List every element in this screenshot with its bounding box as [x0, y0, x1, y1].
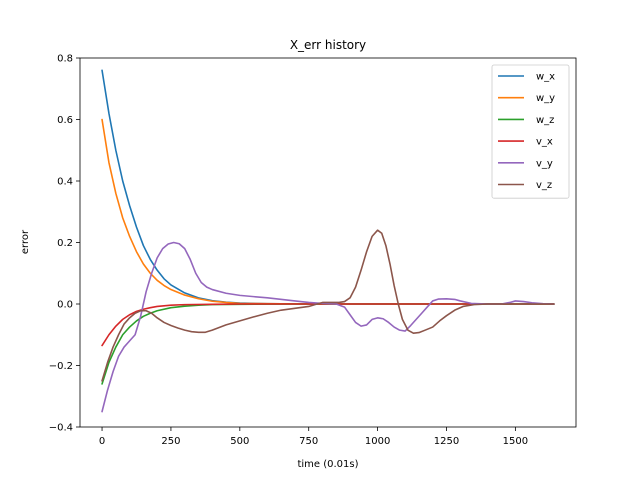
legend-label: v_z	[536, 180, 552, 191]
x-tick-label: 750	[299, 436, 318, 447]
legend: w_x w_y w_z v_x v_y v_z	[491, 64, 570, 199]
y-tick-label: −0.2	[49, 361, 73, 372]
chart-title: X_err history	[290, 38, 366, 52]
legend-label: w_y	[536, 93, 555, 104]
x-tick-label: 0	[99, 436, 105, 447]
legend-label: v_y	[536, 158, 553, 169]
x-axis: 0 250 500 750 1000 1250 1500	[99, 427, 528, 447]
series-layer	[101, 69, 555, 413]
legend-label: w_z	[536, 115, 554, 126]
y-axis-label: error	[20, 229, 31, 254]
x-tick-label: 500	[230, 436, 249, 447]
y-tick-label: 0.2	[57, 238, 73, 249]
series-line-v-x	[101, 303, 555, 347]
x-tick-label: 1000	[365, 436, 390, 447]
y-axis: −0.4 −0.2 0.0 0.2 0.4 0.6 0.8	[49, 54, 80, 434]
y-tick-label: 0.6	[57, 115, 73, 126]
x-tick-label: 1500	[503, 436, 528, 447]
series-line-v-y	[101, 241, 555, 413]
y-tick-label: 0.0	[57, 300, 73, 311]
y-tick-label: −0.4	[49, 423, 73, 434]
legend-label: w_x	[536, 72, 555, 83]
y-tick-label: 0.4	[57, 177, 73, 188]
x-tick-label: 250	[161, 436, 180, 447]
x-axis-label: time (0.01s)	[297, 459, 358, 470]
legend-box	[491, 64, 570, 199]
y-tick-label: 0.8	[57, 54, 73, 65]
legend-label: v_x	[536, 137, 553, 148]
series-line-v-z	[101, 229, 555, 382]
x-tick-label: 1250	[434, 436, 459, 447]
